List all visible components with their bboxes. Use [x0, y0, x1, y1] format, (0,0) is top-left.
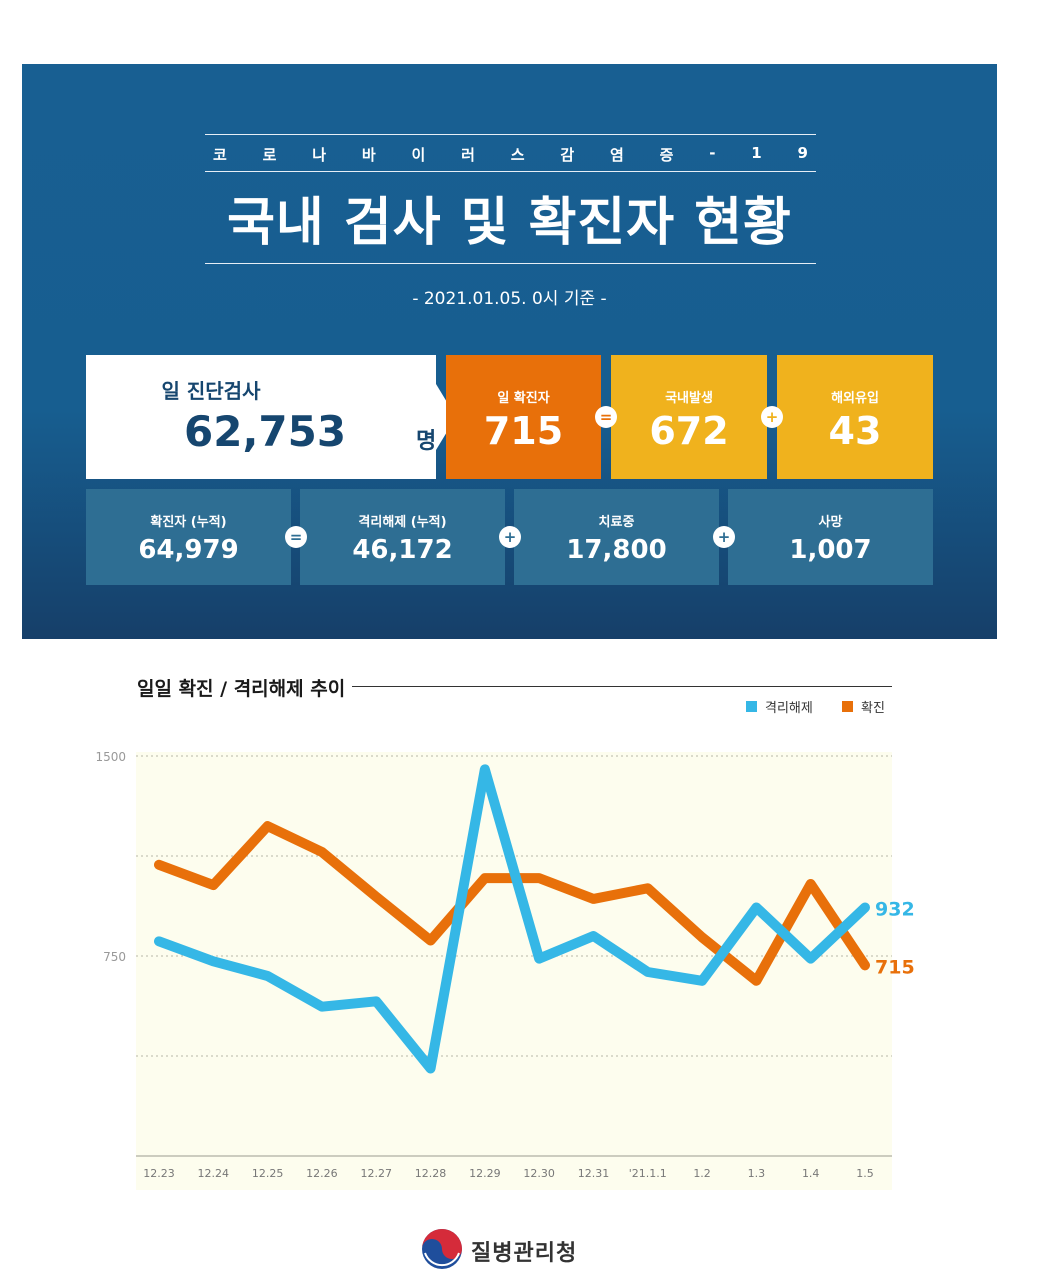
x-tick-label: 12.28	[415, 1167, 447, 1180]
subtitle-char: 스	[510, 146, 525, 164]
released-label: 격리해제 (누적)	[358, 515, 447, 530]
x-tick-label: 1.5	[856, 1167, 874, 1180]
treating-value: 17,800	[566, 535, 667, 565]
released-card: 격리해제 (누적) 46,172	[300, 489, 505, 585]
legend-label-confirmed: 확진	[861, 701, 885, 716]
x-tick-label: 1.3	[748, 1167, 766, 1180]
x-tick-label: 12.23	[143, 1167, 175, 1180]
overseas-card: 해외유입 43	[777, 355, 933, 479]
x-tick-label: 12.25	[252, 1167, 284, 1180]
subtitle-char: 염	[610, 146, 624, 164]
x-tick-label: 12.31	[578, 1167, 610, 1180]
x-tick-label: '21.1.1	[629, 1167, 667, 1180]
overseas-value: 43	[828, 409, 882, 453]
subtitle-char: 1	[751, 144, 762, 162]
legend-item-released: 격리해제	[746, 697, 813, 716]
subtitle-char: 증	[659, 146, 674, 164]
subtitle-char: 러	[461, 146, 475, 164]
daily-tests-unit: 명	[416, 429, 437, 454]
equals-operator: =	[285, 526, 307, 548]
plus-operator: +	[499, 526, 521, 548]
plus-operator: +	[713, 526, 735, 548]
daily-confirmed-value: 715	[483, 409, 564, 453]
subtitle-bottom-rule	[205, 171, 816, 172]
subtitle-char: 나	[312, 146, 327, 164]
x-tick-label: 1.4	[802, 1167, 820, 1180]
y-tick-label: 1500	[95, 750, 126, 764]
title-bottom-rule	[205, 263, 816, 264]
legend-label-released: 격리해제	[765, 701, 813, 716]
cumulative-confirmed-label: 확진자 (누적)	[150, 515, 227, 530]
subtitle-char: 바	[361, 146, 376, 164]
daily-tests-card: 일 진단검사 62,753 명	[86, 355, 436, 479]
subtitle-char: -	[709, 144, 716, 162]
legend-swatch-released	[746, 701, 757, 712]
plus-operator: +	[761, 406, 783, 428]
cumulative-confirmed-value: 64,979	[138, 535, 239, 565]
page-title: 국내 검사 및 확진자 현황	[227, 193, 792, 253]
subtitle-char: 9	[797, 144, 808, 162]
government-emblem-icon	[422, 1229, 462, 1269]
status-banner: 코 로 나 바 이 러 스 감 염 증 - 1 9 국내 검사 및 확진자 현황 - 2021.01.0…	[22, 64, 997, 639]
x-tick-label: 12.24	[198, 1167, 230, 1180]
end-data-label: 715	[875, 956, 915, 978]
deaths-value: 1,007	[789, 535, 872, 565]
daily-tests-value: 62,753	[184, 407, 347, 456]
subtitle-char: 감	[560, 146, 575, 164]
overseas-label: 해외유입	[831, 391, 879, 406]
x-tick-label: 12.29	[469, 1167, 501, 1180]
chart-title: 일일 확진 / 격리해제 추이	[137, 678, 346, 700]
series-line-released	[154, 764, 870, 1074]
subtitle-char: 이	[411, 146, 426, 164]
treating-card: 치료중 17,800	[514, 489, 719, 585]
subtitle-char: 로	[262, 146, 277, 164]
daily-confirmed-card: 일 확진자 715	[446, 355, 601, 479]
daily-confirmed-label: 일 확진자	[497, 391, 550, 406]
chart-title-rule	[352, 686, 892, 687]
equals-operator: =	[595, 406, 617, 428]
deaths-card: 사망 1,007	[728, 489, 933, 585]
banner-subtitle: 코 로 나 바 이 러 스 감 염 증 - 1 9	[205, 144, 816, 165]
daily-tests-label: 일 진단검사	[161, 379, 261, 403]
x-tick-label: 12.30	[523, 1167, 555, 1180]
cumulative-confirmed-card: 확진자 (누적) 64,979	[86, 489, 291, 585]
domestic-value: 672	[649, 409, 729, 453]
organization-name: 질병관리청	[471, 1241, 578, 1266]
released-value: 46,172	[352, 535, 453, 565]
x-tick-label: 12.26	[306, 1167, 338, 1180]
x-tick-label: 12.27	[360, 1167, 392, 1180]
x-tick-label: 1.2	[693, 1167, 711, 1180]
legend-swatch-confirmed	[842, 701, 853, 712]
reference-date: - 2021.01.05. 0시 기준 -	[412, 289, 607, 309]
domestic-card: 국내발생 672	[611, 355, 767, 479]
y-tick-label: 750	[103, 950, 126, 964]
subtitle-top-rule	[205, 134, 816, 135]
treating-label: 치료중	[598, 515, 635, 530]
legend-item-confirmed: 확진	[842, 697, 885, 716]
domestic-label: 국내발생	[665, 391, 713, 406]
deaths-label: 사망	[818, 515, 843, 530]
end-data-label: 932	[875, 898, 915, 920]
subtitle-char: 코	[213, 146, 227, 164]
